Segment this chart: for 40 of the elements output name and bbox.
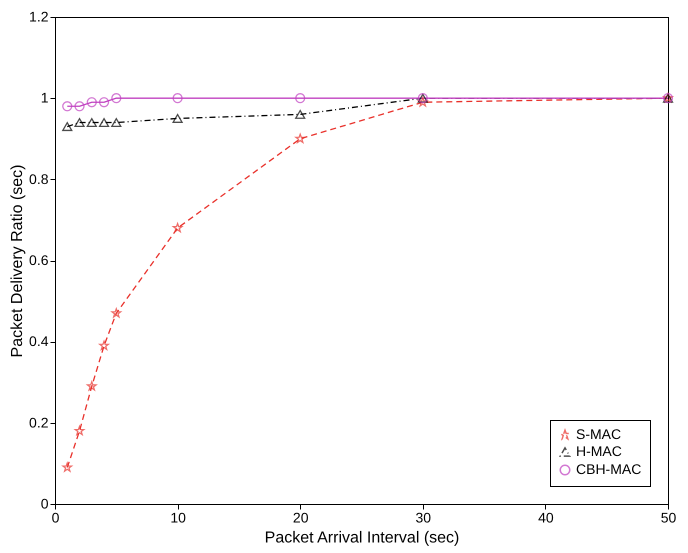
y-tick-label: 0.8: [29, 170, 49, 187]
point: [111, 118, 122, 128]
point: [74, 118, 85, 128]
point: [172, 222, 182, 232]
point: [172, 93, 183, 104]
x-tick-label: 50: [660, 510, 676, 526]
y-tick-label: 1.2: [29, 8, 49, 24]
point: [295, 93, 306, 104]
x-tick-label: 40: [538, 510, 554, 526]
point: [86, 381, 97, 391]
legend-label: H-MAC: [576, 443, 622, 459]
y-tick-label: 1: [40, 90, 49, 106]
point: [295, 134, 306, 144]
point: [74, 101, 85, 112]
y-tick-label: 0.6: [29, 252, 49, 268]
point: [111, 93, 122, 104]
legend-label: CBH-MAC: [576, 461, 642, 477]
point: [98, 118, 110, 128]
x-tick-label: 30: [416, 510, 432, 526]
point: [172, 114, 183, 123]
point: [295, 110, 306, 119]
point: [86, 118, 97, 128]
point: [62, 122, 72, 132]
point: [62, 101, 72, 112]
point: [86, 97, 97, 108]
x-tick-label: 10: [170, 510, 186, 526]
legend-label: S-MAC: [576, 426, 622, 442]
point: [62, 462, 72, 472]
point: [99, 340, 109, 350]
point: [418, 97, 428, 106]
point: [111, 308, 122, 318]
x-tick-label: 20: [292, 510, 309, 526]
y-tick-label: 0.2: [29, 414, 49, 430]
point: [98, 97, 110, 108]
y-tick-label: 0.4: [29, 333, 49, 350]
x-axis-title: Packet Arrival Interval (sec): [264, 530, 460, 546]
point: [74, 426, 84, 436]
y-tick-label: 0: [40, 496, 49, 512]
y-axis-title: Packet Delivery Ratio (sec): [9, 164, 26, 358]
x-tick-label: 0: [52, 510, 60, 526]
